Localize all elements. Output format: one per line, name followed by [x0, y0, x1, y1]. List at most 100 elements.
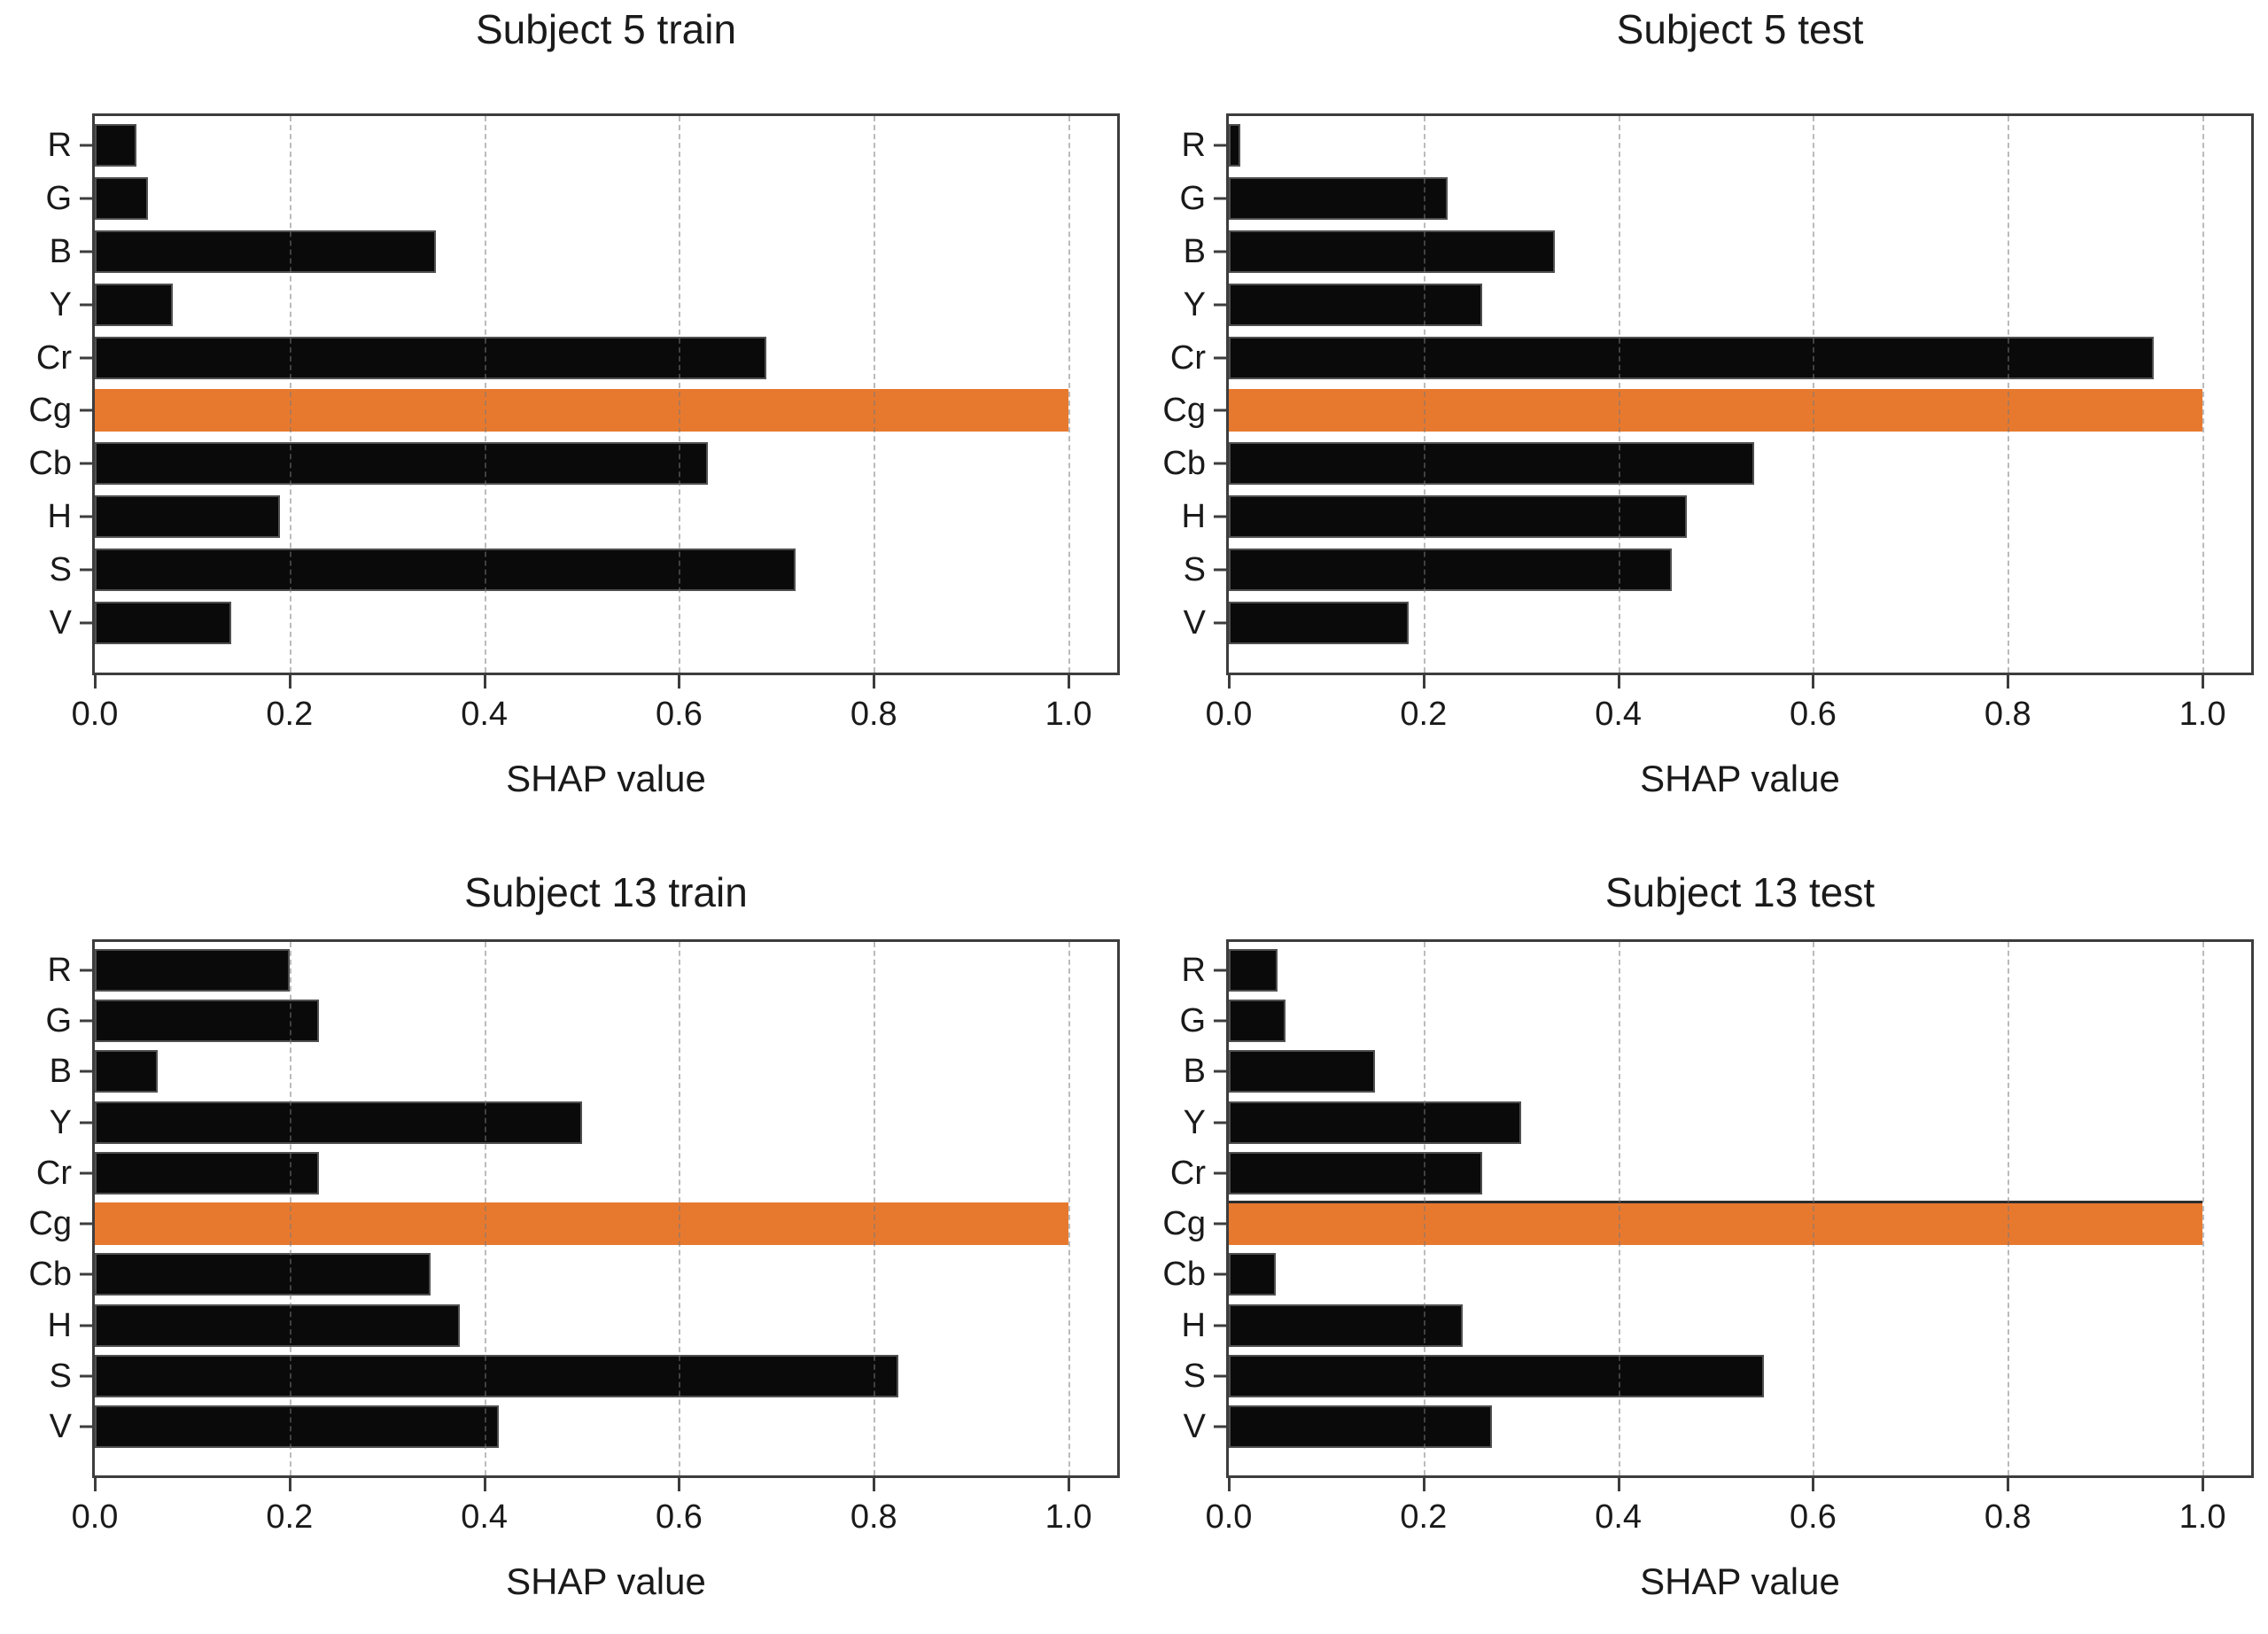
bar-row-h: H	[48, 490, 1117, 543]
y-axis-label: Y	[49, 1103, 72, 1141]
bar-row-v: V	[50, 596, 1117, 650]
x-tick-label: 1.0	[2179, 1498, 2226, 1536]
bar-row-cr: Cr	[1170, 331, 2251, 385]
y-axis-label: V	[1183, 1408, 1206, 1446]
gridline-x-0.6	[1813, 942, 1815, 1475]
bar-v	[1229, 1405, 1492, 1449]
x-tick-label: 0.6	[656, 1498, 703, 1536]
gridline-x-0.8	[2008, 116, 2010, 673]
y-tick-mark	[80, 144, 92, 147]
bar-group: R G B Y Cr Cg Cb H S V	[1162, 942, 2251, 1475]
y-tick-mark	[1214, 1374, 1226, 1378]
y-axis-label: S	[1183, 551, 1206, 589]
bar-group: R G B Y Cr Cg Cb H S V	[28, 116, 1117, 673]
y-tick-mark	[1214, 1272, 1226, 1276]
y-axis-label: Y	[49, 285, 72, 323]
bar-g	[1229, 176, 1449, 220]
y-axis-label: S	[49, 551, 72, 589]
gridline-x-0.6	[679, 942, 681, 1475]
bar-row-s: S	[50, 543, 1117, 596]
bar-cb	[1229, 1253, 1276, 1296]
x-tick-label: 0.8	[1984, 696, 2031, 733]
y-axis-label: Cb	[1162, 445, 1206, 483]
y-tick-mark	[80, 515, 92, 518]
x-axis-label: SHAP value	[1640, 1560, 1840, 1602]
bar-row-r: R	[48, 119, 1117, 172]
gridline-x-0.4	[1618, 116, 1620, 673]
y-tick-mark	[1214, 515, 1226, 518]
x-tick-label: 0.8	[850, 1498, 897, 1536]
bar-r	[1229, 123, 1241, 167]
bar-g	[95, 176, 149, 220]
bar-row-h: H	[1182, 1300, 2251, 1350]
bar-row-cg: Cg	[28, 1198, 1117, 1249]
bar-cb	[95, 1253, 431, 1296]
chart-subject-5-train: Subject 5 train R G B Y Cr Cg Cb H S V 0.0 0.2 0.4 0…	[0, 0, 1134, 817]
x-axis-tick-labels: 0.0 0.2 0.4 0.6 0.8 1.0	[72, 1498, 1117, 1539]
y-axis-label: G	[45, 179, 72, 217]
bar-row-cb: Cb	[28, 1249, 1117, 1300]
y-axis-label: Cg	[28, 392, 72, 430]
y-axis-label: B	[49, 1053, 72, 1091]
bar-h	[1229, 495, 1687, 539]
x-tick-mark	[1422, 1478, 1425, 1491]
bar-s	[1229, 549, 1673, 592]
bar-v	[1229, 602, 1410, 645]
bar-row-s: S	[1184, 543, 2251, 596]
bar-row-v: V	[1184, 1402, 2251, 1452]
chart-subject-13-test: Subject 13 test R G B Y Cr Cg Cb H S V 0.0 0.2 0.4 0…	[1134, 817, 2268, 1634]
highlighted-bar-cg	[95, 389, 1069, 432]
chart-title: Subject 5 train	[475, 6, 737, 52]
gridline-x-0.8	[874, 116, 876, 673]
y-axis-label: R	[47, 951, 72, 989]
x-tick-mark	[1617, 675, 1620, 689]
x-tick-mark	[2007, 1478, 2010, 1491]
x-axis-label: SHAP value	[506, 1560, 706, 1602]
x-tick-mark	[1228, 1478, 1231, 1491]
y-tick-mark	[80, 197, 92, 200]
bar-b	[95, 1050, 159, 1093]
gridline-x-1	[2202, 116, 2205, 673]
highlighted-bar-cg	[1229, 1201, 2203, 1246]
gridline-x-0.2	[1423, 942, 1425, 1475]
x-axis-tick-labels: 0.0 0.2 0.4 0.6 0.8 1.0	[72, 696, 1117, 736]
plot-area: R G B Y Cr Cg Cb H S V	[1162, 113, 2254, 675]
x-tick-mark	[1422, 675, 1425, 689]
y-axis-label: H	[1181, 498, 1206, 536]
bar-row-r: R	[48, 945, 1117, 995]
y-tick-mark	[1214, 969, 1226, 972]
gridline-x-0.6	[1813, 116, 1815, 673]
y-tick-mark	[1214, 568, 1226, 572]
x-tick-label: 0.0	[1205, 696, 1253, 733]
x-tick-mark	[873, 1478, 876, 1491]
bar-group: R G B Y Cr Cg Cb H S V	[28, 942, 1117, 1475]
x-tick-label: 0.2	[1400, 696, 1448, 733]
y-axis-label: S	[1183, 1358, 1206, 1396]
y-axis-label: H	[47, 498, 72, 536]
gridline-x-1	[1068, 942, 1071, 1475]
plot-area: R G B Y Cr Cg Cb H S V	[28, 113, 1120, 675]
y-axis-label: R	[1181, 126, 1206, 164]
y-tick-mark	[1214, 356, 1226, 360]
y-tick-mark	[80, 462, 92, 465]
bar-row-cg: Cg	[1162, 1198, 2251, 1249]
plot-area: R G B Y Cr Cg Cb H S V	[28, 939, 1120, 1478]
gridline-x-0.6	[679, 116, 681, 673]
y-axis-label: Y	[1183, 285, 1206, 323]
y-tick-mark	[80, 356, 92, 360]
gridline-x-0.4	[484, 942, 486, 1475]
x-tick-mark	[1068, 675, 1071, 689]
x-tick-label: 0.4	[461, 696, 509, 733]
y-tick-mark	[80, 1070, 92, 1073]
gridline-x-0.8	[2008, 942, 2010, 1475]
bar-y	[1229, 283, 1482, 326]
bar-row-b: B	[1184, 1047, 2251, 1097]
x-tick-mark	[2202, 675, 2205, 689]
bar-row-g: G	[45, 995, 1117, 1046]
bar-row-y: Y	[1184, 1097, 2251, 1148]
y-axis-label: Cr	[1169, 338, 1206, 377]
y-axis-label: Cr	[1169, 1154, 1206, 1192]
bar-s	[1229, 1355, 1765, 1398]
bar-row-h: H	[1182, 490, 2251, 543]
